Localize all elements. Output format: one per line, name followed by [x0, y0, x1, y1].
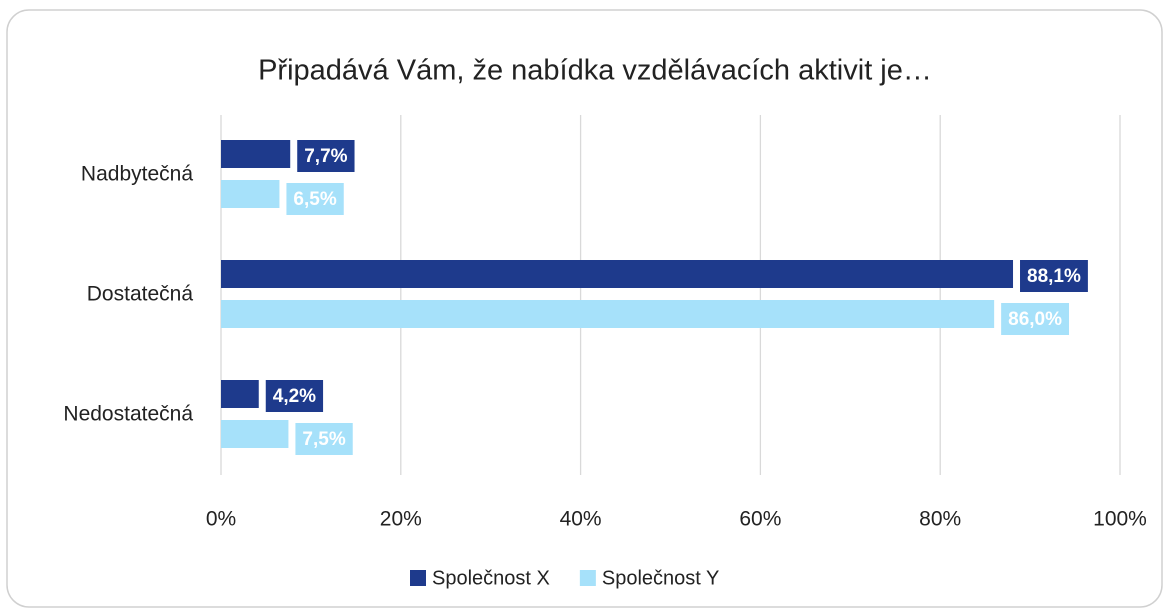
y-tick-label: Nadbytečná: [81, 163, 193, 186]
x-tick-label: 80%: [919, 508, 961, 531]
y-tick-label: Nedostatečná: [63, 403, 193, 426]
data-label: 86,0%: [1008, 309, 1062, 330]
x-tick-label: 100%: [1093, 508, 1147, 531]
y-tick-label: Dostatečná: [87, 283, 194, 306]
bar: [221, 140, 291, 168]
data-label: 4,2%: [273, 386, 316, 407]
data-label-box: [1001, 303, 1070, 335]
bar: [221, 420, 289, 448]
chart-title: Připadává Vám, že nabídka vzdělávacích a…: [258, 55, 932, 87]
data-label-box: [265, 380, 324, 412]
x-tick-label: 60%: [739, 508, 781, 531]
bar: [221, 180, 280, 208]
data-label-box: [297, 140, 355, 172]
data-label-box: [295, 423, 353, 455]
legend-label: Společnost Y: [602, 567, 720, 589]
bar: [221, 260, 1014, 288]
bar: [221, 380, 259, 408]
legend-swatch: [410, 570, 426, 586]
data-label: 7,5%: [302, 429, 345, 450]
data-label: 88,1%: [1027, 266, 1081, 287]
bar: [221, 300, 995, 328]
x-tick-label: 0%: [206, 508, 236, 531]
x-tick-label: 20%: [380, 508, 422, 531]
data-label-box: [286, 183, 344, 215]
data-label: 7,7%: [304, 146, 347, 167]
data-label-box: [1020, 260, 1088, 292]
data-label: 6,5%: [293, 189, 336, 210]
legend-label: Společnost X: [432, 567, 550, 589]
legend-swatch: [579, 570, 596, 586]
x-tick-label: 40%: [560, 508, 602, 531]
